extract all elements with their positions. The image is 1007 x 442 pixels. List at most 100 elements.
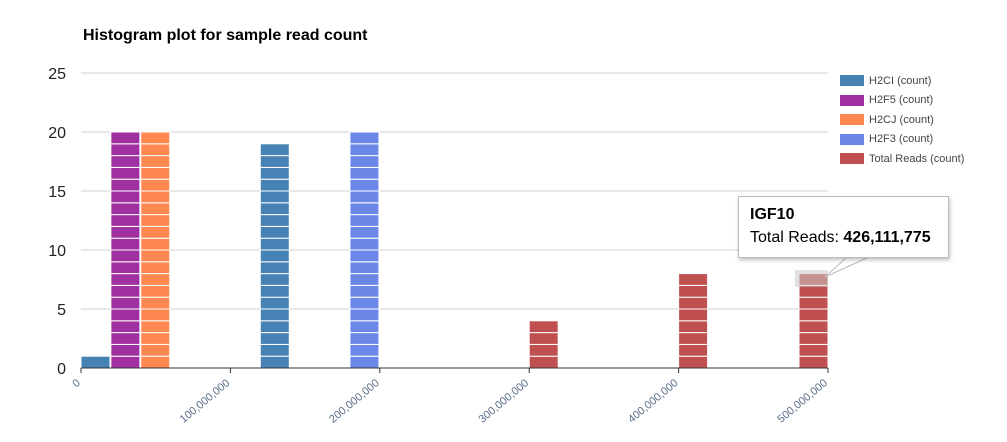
bar-segment	[678, 273, 709, 286]
bar-segment	[798, 308, 829, 322]
bar-segment	[259, 143, 290, 157]
bar-segment	[349, 296, 380, 310]
bar-segment	[349, 320, 380, 334]
bar-segment	[678, 332, 709, 345]
bar-segment	[349, 202, 380, 216]
tooltip: IGF10 Total Reads: 426,111,775	[738, 196, 949, 258]
bar-segment	[110, 225, 141, 239]
bar-segment	[259, 296, 290, 310]
bar-segment	[140, 225, 171, 239]
bar-segment	[110, 190, 141, 204]
legend-label: H2F3 (count)	[869, 133, 934, 146]
bar-segment	[140, 343, 171, 357]
bar-segment	[259, 343, 290, 357]
bar-segment	[140, 190, 171, 204]
bar-segment	[259, 237, 290, 251]
tooltip-title: IGF10	[750, 206, 795, 223]
bar-segment	[349, 143, 380, 157]
bar[interactable]	[259, 143, 290, 369]
bar-segment	[678, 308, 709, 322]
y-tick-label: 15	[48, 184, 66, 201]
y-tick-label: 5	[57, 302, 66, 319]
bar-segment	[110, 166, 141, 180]
bar-segment	[140, 178, 171, 192]
bar-segment	[140, 143, 171, 157]
legend-item[interactable]: H2F5 (count)	[840, 91, 964, 111]
bar-segment	[528, 332, 559, 345]
legend-swatch	[840, 114, 864, 126]
bar-segment	[80, 355, 111, 369]
legend-item[interactable]: Total Reads (count)	[840, 149, 964, 169]
bar-segment	[678, 343, 709, 357]
axes	[80, 256, 870, 373]
bar-segment	[110, 155, 141, 168]
bar-segment	[140, 332, 171, 345]
bar-segment	[349, 284, 380, 298]
legend-swatch	[840, 153, 864, 165]
bar-segment	[349, 178, 380, 192]
bar-segment	[110, 143, 141, 157]
bar-segment	[259, 214, 290, 227]
hover-highlight	[795, 270, 828, 287]
bar-segment	[798, 320, 829, 334]
bar-segment	[140, 296, 171, 310]
bar-segment	[349, 308, 380, 322]
bar[interactable]	[140, 131, 171, 369]
bar-segment	[110, 296, 141, 310]
tooltip-label: Total Reads:	[750, 229, 844, 246]
grid-lines	[81, 72, 828, 310]
bar-segment	[110, 202, 141, 216]
legend-item[interactable]: H2CI (count)	[840, 71, 964, 91]
x-tick-label: 100,000,000	[178, 377, 233, 426]
bar-segment	[259, 202, 290, 216]
bar-segment	[349, 332, 380, 345]
bar-segment	[678, 355, 709, 369]
bar-segment	[110, 320, 141, 334]
y-tick-label: 10	[48, 243, 66, 260]
bar-segment	[110, 273, 141, 286]
bar[interactable]	[110, 131, 141, 369]
bar-segment	[259, 249, 290, 263]
bar-segment	[140, 355, 171, 369]
bar-segment	[528, 320, 559, 334]
bar-segment	[678, 320, 709, 334]
bar-segment	[140, 237, 171, 251]
bar-segment	[798, 284, 829, 298]
bar-segment	[798, 332, 829, 345]
bar[interactable]	[80, 355, 111, 369]
legend-item[interactable]: H2F3 (count)	[840, 130, 964, 150]
bar-segment	[110, 178, 141, 192]
bar-segment	[678, 284, 709, 298]
bar-segment	[259, 355, 290, 369]
bar[interactable]	[528, 320, 559, 369]
bar[interactable]	[678, 273, 709, 369]
bar[interactable]	[349, 131, 380, 369]
chart-title: Histogram plot for sample read count	[83, 27, 368, 44]
bars	[80, 131, 829, 369]
bar-segment	[349, 190, 380, 204]
bar-segment	[259, 178, 290, 192]
bar-segment	[140, 308, 171, 322]
bar-segment	[349, 343, 380, 357]
x-tick-label: 200,000,000	[327, 377, 382, 426]
x-tick-label: 300,000,000	[477, 377, 532, 426]
bar-segment	[140, 249, 171, 263]
bar-segment	[528, 343, 559, 357]
bar-segment	[110, 131, 141, 145]
bar-segment	[528, 355, 559, 369]
bar-segment	[140, 202, 171, 216]
bar-segment	[110, 261, 141, 275]
bar-segment	[349, 214, 380, 227]
bar-segment	[110, 214, 141, 227]
legend-item[interactable]: H2CJ (count)	[840, 110, 964, 130]
bar-segment	[140, 261, 171, 275]
bar-segment	[349, 131, 380, 145]
x-tick-label: 400,000,000	[626, 377, 681, 426]
bar-segment	[259, 273, 290, 286]
bar-segment	[798, 355, 829, 369]
bar[interactable]	[798, 273, 829, 369]
x-tick-label: 500,000,000	[775, 377, 830, 426]
tooltip-pointer	[824, 256, 870, 278]
bar-segment	[259, 284, 290, 298]
